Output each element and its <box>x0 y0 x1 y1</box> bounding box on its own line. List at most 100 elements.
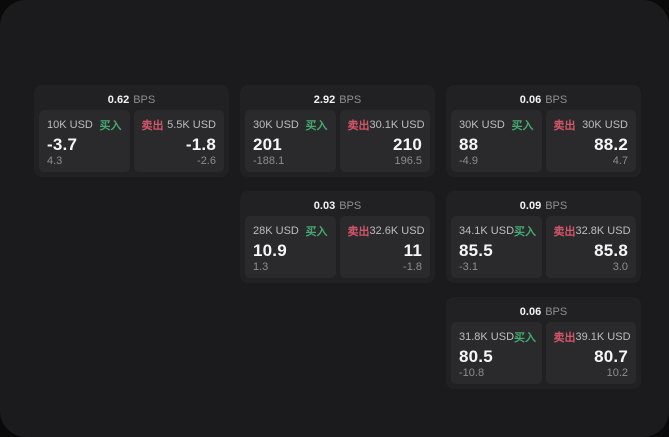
buy-delta: -4.9 <box>459 155 478 167</box>
sell-panel-top: 卖出 30.1K USD <box>347 117 425 133</box>
buy-side-label: 买入 <box>99 120 122 132</box>
sell-price: 80.7 <box>594 347 628 366</box>
bps-header: 0.09 BPS <box>451 196 636 216</box>
sell-panel[interactable]: 卖出 39.1K USD 80.7 10.2 <box>545 322 636 384</box>
sell-price: -1.8 <box>185 135 216 154</box>
buy-panel-top: 30K USD 买入 <box>253 117 328 133</box>
sell-panel[interactable]: 卖出 5.5K USD -1.8 -2.6 <box>133 110 224 172</box>
bps-header: 0.06 BPS <box>451 302 636 322</box>
sell-panel[interactable]: 卖出 32.8K USD 85.8 3.0 <box>545 216 636 278</box>
sell-panel-top: 卖出 39.1K USD <box>553 329 631 345</box>
sell-amount: 5.5K USD <box>167 119 216 131</box>
quote-card: 0.06 BPS 30K USD 买入 88 -4.9 卖出 30K USD 8… <box>446 85 641 177</box>
buy-side-label: 买入 <box>305 226 328 238</box>
sell-amount: 32.8K USD <box>575 225 631 237</box>
bps-label: BPS <box>339 200 362 212</box>
buy-panel[interactable]: 31.8K USD 买入 80.5 -10.8 <box>451 322 542 384</box>
buy-panel-top: 10K USD 买入 <box>47 117 122 133</box>
bps-value: 0.62 <box>107 94 130 106</box>
sell-panel-top: 卖出 32.8K USD <box>553 223 631 239</box>
bps-header: 0.62 BPS <box>39 90 224 110</box>
sell-delta: 3.0 <box>612 261 628 273</box>
buy-delta: -188.1 <box>253 155 285 167</box>
buy-price: -3.7 <box>47 135 78 154</box>
buy-price: 201 <box>253 135 282 154</box>
sell-delta: 10.2 <box>606 367 628 379</box>
bps-label: BPS <box>339 94 362 106</box>
buy-delta: 1.3 <box>253 261 269 273</box>
bps-label: BPS <box>545 200 568 212</box>
sell-price: 210 <box>393 135 422 154</box>
buy-amount: 31.8K USD <box>459 331 515 343</box>
buy-panel[interactable]: 30K USD 买入 88 -4.9 <box>451 110 542 172</box>
sell-amount: 32.6K USD <box>369 225 425 237</box>
sell-panel-top: 卖出 32.6K USD <box>347 223 425 239</box>
quote-card: 0.06 BPS 31.8K USD 买入 80.5 -10.8 卖出 39.1… <box>446 297 641 389</box>
sell-price: 11 <box>403 241 422 260</box>
quote-panels: 30K USD 买入 88 -4.9 卖出 30K USD 88.2 4.7 <box>451 110 636 172</box>
buy-price: 85.5 <box>459 241 493 260</box>
buy-panel[interactable]: 28K USD 买入 10.9 1.3 <box>245 216 336 278</box>
sell-amount: 39.1K USD <box>575 331 631 343</box>
bps-value: 0.03 <box>313 200 336 212</box>
bps-value: 0.06 <box>519 306 542 318</box>
buy-amount: 10K USD <box>47 119 93 131</box>
sell-side-label: 卖出 <box>553 332 576 344</box>
quote-card-grid: 0.62 BPS 10K USD 买入 -3.7 4.3 卖出 5.5K USD… <box>34 85 641 389</box>
buy-amount: 30K USD <box>459 119 505 131</box>
buy-panel[interactable]: 10K USD 买入 -3.7 4.3 <box>39 110 130 172</box>
buy-panel-top: 31.8K USD 买入 <box>459 329 537 345</box>
buy-price: 80.5 <box>459 347 493 366</box>
sell-side-label: 卖出 <box>347 226 370 238</box>
sell-side-label: 卖出 <box>553 120 576 132</box>
quote-panels: 28K USD 买入 10.9 1.3 卖出 32.6K USD 11 -1.8 <box>245 216 430 278</box>
sell-price: 88.2 <box>594 135 628 154</box>
bps-header: 0.06 BPS <box>451 90 636 110</box>
buy-price: 88 <box>459 135 479 154</box>
bps-value: 2.92 <box>313 94 336 106</box>
bps-value: 0.09 <box>519 200 542 212</box>
bps-header: 2.92 BPS <box>245 90 430 110</box>
sell-side-label: 卖出 <box>347 120 370 132</box>
buy-panel[interactable]: 34.1K USD 买入 85.5 -3.1 <box>451 216 542 278</box>
sell-price: 85.8 <box>594 241 628 260</box>
buy-panel-top: 30K USD 买入 <box>459 117 534 133</box>
sell-panel-top: 卖出 5.5K USD <box>142 117 217 133</box>
sell-side-label: 卖出 <box>141 120 164 132</box>
sell-delta: -2.6 <box>197 155 216 167</box>
buy-amount: 30K USD <box>253 119 299 131</box>
buy-delta: -3.1 <box>459 261 478 273</box>
buy-side-label: 买入 <box>514 226 537 238</box>
sell-delta: 4.7 <box>612 155 628 167</box>
buy-panel[interactable]: 30K USD 买入 201 -188.1 <box>245 110 336 172</box>
buy-amount: 28K USD <box>253 225 299 237</box>
quote-card: 0.09 BPS 34.1K USD 买入 85.5 -3.1 卖出 32.8K… <box>446 191 641 283</box>
sell-panel[interactable]: 卖出 30K USD 88.2 4.7 <box>545 110 636 172</box>
sell-amount: 30.1K USD <box>369 119 425 131</box>
buy-side-label: 买入 <box>514 332 537 344</box>
bps-value: 0.06 <box>519 94 542 106</box>
quote-card: 0.62 BPS 10K USD 买入 -3.7 4.3 卖出 5.5K USD… <box>34 85 229 177</box>
buy-side-label: 买入 <box>305 120 328 132</box>
sell-delta: -1.8 <box>403 261 422 273</box>
buy-amount: 34.1K USD <box>459 225 515 237</box>
quote-panels: 34.1K USD 买入 85.5 -3.1 卖出 32.8K USD 85.8… <box>451 216 636 278</box>
quote-panels: 30K USD 买入 201 -188.1 卖出 30.1K USD 210 1… <box>245 110 430 172</box>
buy-panel-top: 28K USD 买入 <box>253 223 328 239</box>
bps-label: BPS <box>133 94 156 106</box>
quote-panels: 31.8K USD 买入 80.5 -10.8 卖出 39.1K USD 80.… <box>451 322 636 384</box>
quote-card: 0.03 BPS 28K USD 买入 10.9 1.3 卖出 32.6K US… <box>240 191 435 283</box>
buy-delta: 4.3 <box>47 155 63 167</box>
buy-price: 10.9 <box>253 241 287 260</box>
buy-delta: -10.8 <box>459 367 485 379</box>
sell-delta: 196.5 <box>394 155 422 167</box>
bps-label: BPS <box>545 306 568 318</box>
sell-panel[interactable]: 卖出 30.1K USD 210 196.5 <box>339 110 430 172</box>
quote-card: 2.92 BPS 30K USD 买入 201 -188.1 卖出 30.1K … <box>240 85 435 177</box>
bps-label: BPS <box>545 94 568 106</box>
sell-panel[interactable]: 卖出 32.6K USD 11 -1.8 <box>339 216 430 278</box>
quote-panels: 10K USD 买入 -3.7 4.3 卖出 5.5K USD -1.8 -2.… <box>39 110 224 172</box>
sell-side-label: 卖出 <box>553 226 576 238</box>
buy-panel-top: 34.1K USD 买入 <box>459 223 537 239</box>
